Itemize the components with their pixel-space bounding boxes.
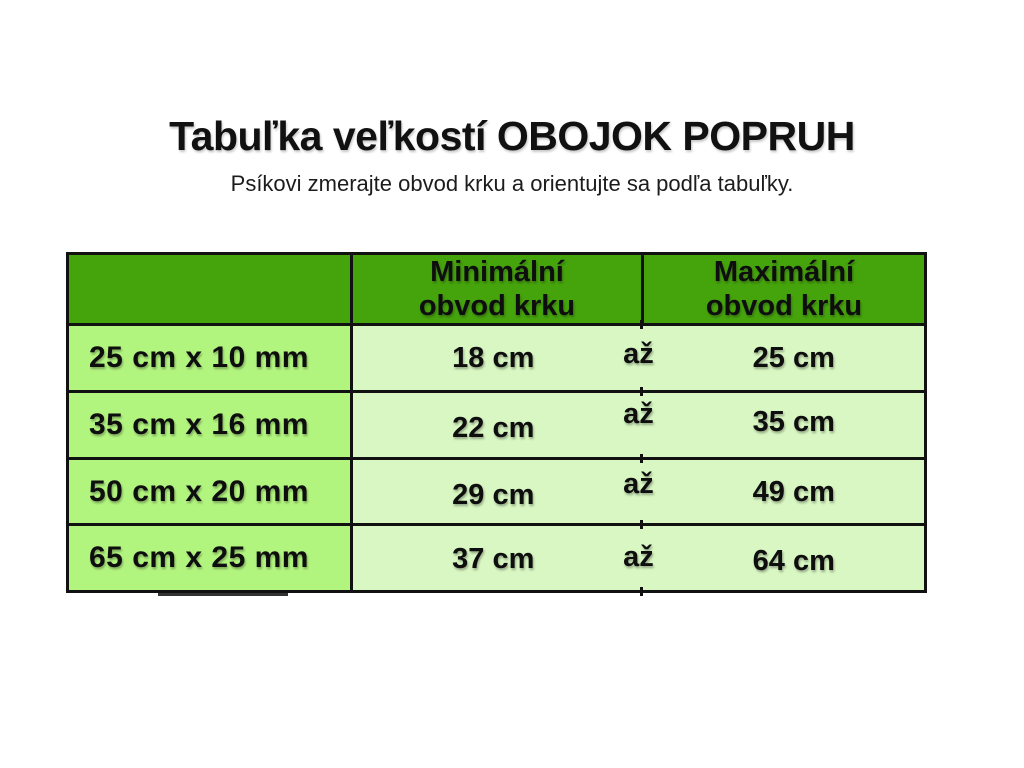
page-subtitle: Psíkovi zmerajte obvod krku a orientujte… bbox=[230, 171, 794, 196]
table-row-range: 37 cm až 64 cm bbox=[353, 520, 924, 596]
size-cell: 25 cm x 10 mm bbox=[69, 326, 350, 391]
range-word: až bbox=[623, 398, 654, 431]
table-row-range: 29 cm až 49 cm bbox=[353, 453, 924, 529]
header-cell-blank bbox=[69, 255, 350, 324]
header-cell-min: Minimální obvod krku bbox=[353, 255, 641, 324]
header-cell-max: Maximální obvod krku bbox=[644, 255, 924, 324]
range-word: až bbox=[623, 468, 654, 501]
size-cell: 35 cm x 16 mm bbox=[69, 393, 350, 457]
min-value: 29 cm bbox=[452, 479, 535, 512]
table-row-range: 18 cm až 25 cm bbox=[353, 320, 924, 396]
range-word: až bbox=[623, 337, 654, 370]
min-value: 37 cm bbox=[452, 542, 535, 575]
border-artifact bbox=[158, 593, 288, 596]
max-value: 64 cm bbox=[752, 544, 835, 577]
size-cell: 50 cm x 20 mm bbox=[69, 459, 350, 524]
range-word: až bbox=[623, 540, 654, 573]
max-value: 49 cm bbox=[752, 476, 835, 509]
min-value: 22 cm bbox=[452, 412, 535, 445]
size-table: Minimální obvod krku Maximální obvod krk… bbox=[66, 252, 927, 596]
size-cell: 65 cm x 25 mm bbox=[69, 526, 350, 590]
table-row-range: 22 cm až 35 cm bbox=[353, 387, 924, 463]
min-value: 18 cm bbox=[452, 341, 535, 374]
max-value: 25 cm bbox=[752, 341, 835, 374]
max-value: 35 cm bbox=[752, 406, 835, 439]
page-title: Tabuľka veľkostí OBOJOK POPRUH bbox=[169, 113, 855, 159]
